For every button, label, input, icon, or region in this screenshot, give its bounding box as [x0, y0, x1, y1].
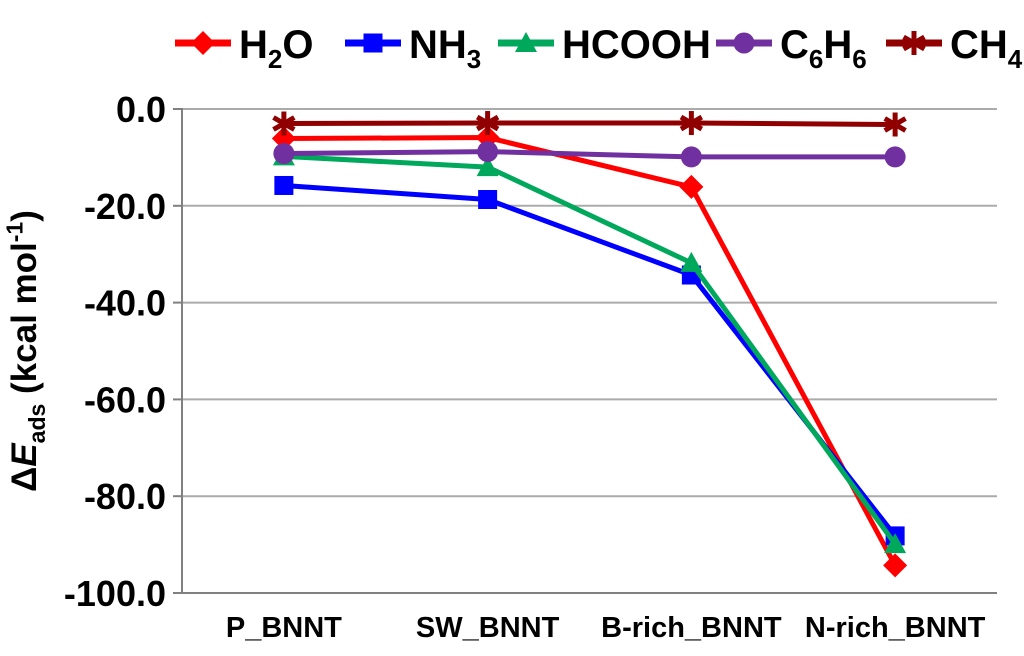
marker-CH4-N-rich_BNNT — [883, 112, 907, 137]
marker-C6H6-SW_BNNT — [477, 141, 499, 163]
legend-label-HCOOH: HCOOH — [562, 23, 711, 67]
legend-marker-NH3 — [363, 33, 383, 53]
marker-H2O-B-rich_BNNT — [679, 174, 704, 199]
x-category-label-B-rich_BNNT: B-rich_BNNT — [601, 612, 782, 644]
legend-label-NH3: NH3 — [409, 23, 481, 74]
legend-label-C6H6: C6H6 — [780, 23, 867, 74]
legend-item-NH3: NH3 — [345, 23, 481, 74]
marker-CH4-SW_BNNT — [475, 111, 500, 136]
marker-HCOOH-SW_BNNT — [476, 156, 499, 177]
y-tick-label: -40.0 — [84, 283, 166, 324]
legend-label-H2O: H2O — [239, 23, 313, 74]
legend-item-CH4: CH4 — [886, 23, 1023, 74]
series-line-C6H6 — [281, 149, 898, 160]
legend-marker-H2O — [191, 31, 215, 55]
y-tick-label: -20.0 — [84, 186, 166, 227]
x-category-label-SW_BNNT: SW_BNNT — [416, 612, 560, 644]
legend-item-H2O: H2O — [175, 23, 313, 74]
marker-CH4-P_BNNT — [272, 111, 296, 136]
marker-C6H6-N-rich_BNNT — [884, 146, 906, 168]
marker-H2O-P_BNNT — [271, 126, 296, 151]
legend-label-CH4: CH4 — [950, 23, 1023, 74]
legend-marker-C6H6 — [733, 32, 755, 54]
y-tick-label: -100.0 — [64, 573, 166, 614]
y-axis-title: ΔEads (kcal mol-1) — [2, 210, 50, 492]
marker-HCOOH-B-rich_BNNT — [680, 251, 703, 272]
marker-H2O-N-rich_BNNT — [883, 553, 908, 578]
legend-item-C6H6: C6H6 — [716, 23, 867, 74]
x-category-label-P_BNNT: P_BNNT — [226, 612, 342, 644]
marker-C6H6-B-rich_BNNT — [680, 146, 702, 168]
legend-item-HCOOH: HCOOH — [498, 23, 711, 67]
legend-marker-HCOOH — [515, 32, 537, 52]
y-tick-label: -80.0 — [84, 476, 166, 517]
y-tick-label: 0.0 — [116, 89, 166, 130]
series-line-CH4 — [281, 120, 898, 127]
marker-CH4-B-rich_BNNT — [679, 111, 704, 136]
marker-NH3-P_BNNT — [274, 175, 294, 195]
marker-HCOOH-N-rich_BNNT — [884, 533, 907, 554]
legend-marker-CH4 — [902, 31, 926, 55]
y-tick-label: -60.0 — [84, 379, 166, 420]
series-line-H2O — [281, 135, 898, 568]
x-category-label-N-rich_BNNT: N-rich_BNNT — [805, 612, 986, 644]
marker-NH3-SW_BNNT — [478, 190, 498, 210]
series-line-HCOOH — [281, 153, 898, 547]
marker-C6H6-P_BNNT — [273, 143, 295, 165]
